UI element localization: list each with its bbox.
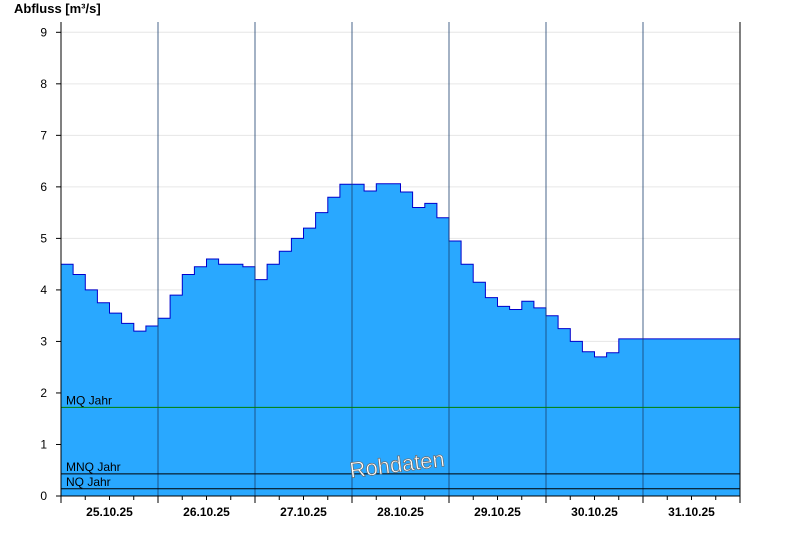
y-tick-label: 2 [40,386,47,400]
discharge-area [61,183,740,497]
y-tick-label: 6 [40,180,47,194]
x-tick-label: 25.10.25 [86,505,133,519]
y-tick-label: 4 [40,283,47,297]
reference-label: MNQ Jahr [66,460,121,474]
y-tick-label: 3 [40,334,47,348]
reference-label: MQ Jahr [66,393,112,407]
discharge-line [61,183,740,358]
y-tick-label: 7 [40,128,47,142]
x-tick-label: 27.10.25 [280,505,327,519]
x-tick-label: 29.10.25 [474,505,521,519]
x-tick-label: 28.10.25 [377,505,424,519]
y-tick-label: 8 [40,77,47,91]
y-tick-label: 5 [40,231,47,245]
x-tick-label: 30.10.25 [571,505,618,519]
x-tick-label: 26.10.25 [183,505,230,519]
y-axis-label: Abfluss [m³/s] [14,1,101,16]
reference-label: NQ Jahr [66,475,111,489]
y-tick-label: 1 [40,437,47,451]
y-tick-label: 0 [40,489,47,503]
x-tick-label: 31.10.25 [668,505,715,519]
y-tick-label: 9 [40,25,47,39]
